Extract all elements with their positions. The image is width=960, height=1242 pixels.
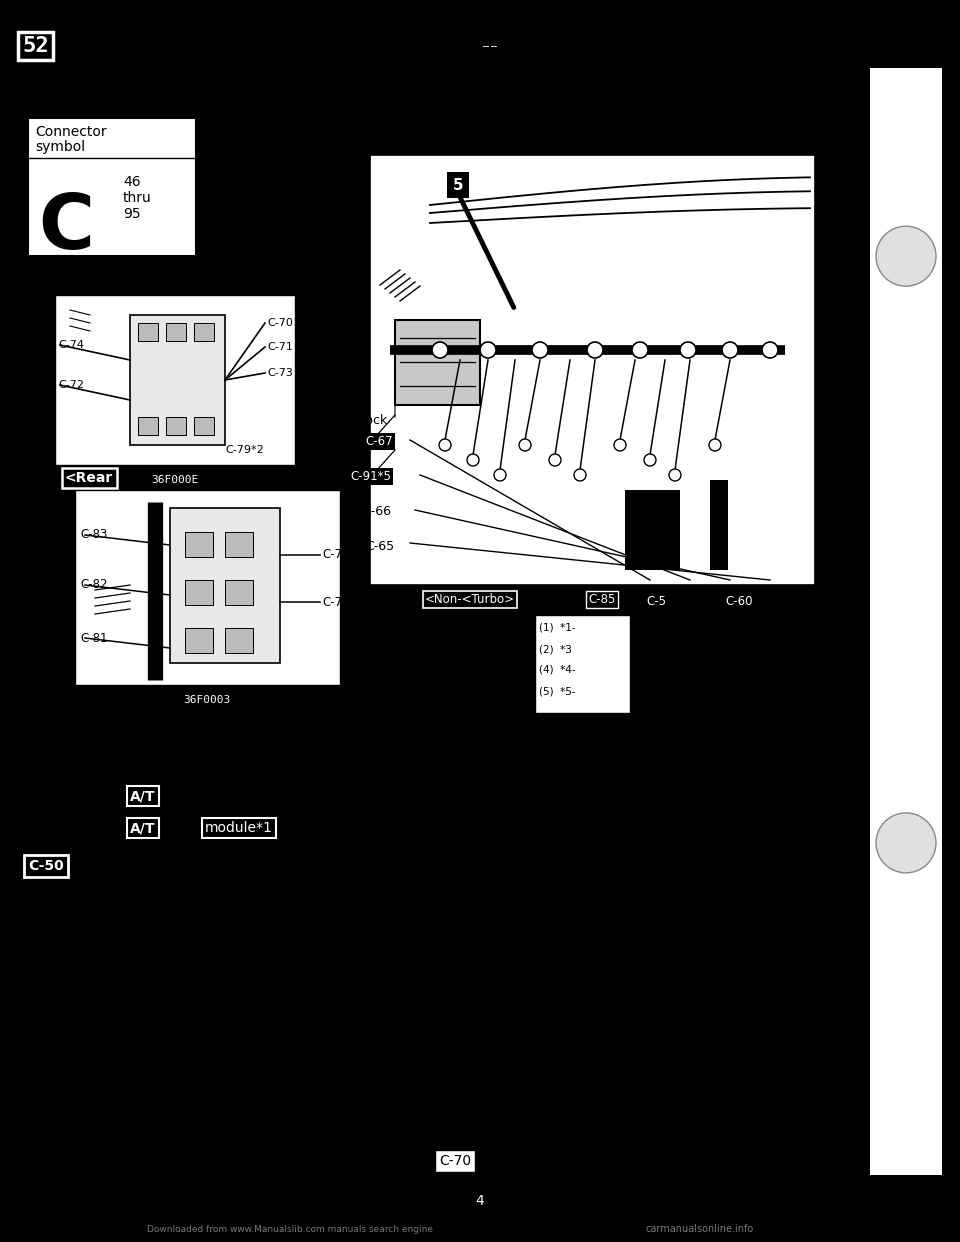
Text: (5)  *5-: (5) *5- — [539, 686, 576, 696]
Circle shape — [480, 342, 496, 358]
Text: A/T: A/T — [130, 789, 156, 804]
Text: C-50: C-50 — [28, 859, 63, 873]
Circle shape — [532, 342, 548, 358]
Text: Downloaded from www.Manualslib.com manuals search engine: Downloaded from www.Manualslib.com manua… — [147, 1225, 433, 1235]
Text: ─ ─: ─ ─ — [483, 42, 497, 52]
Bar — [185, 532, 213, 556]
Text: C-70: C-70 — [267, 318, 293, 328]
Text: C: C — [38, 191, 94, 265]
Circle shape — [494, 469, 506, 481]
Circle shape — [632, 342, 648, 358]
Text: C-81: C-81 — [80, 631, 108, 645]
Bar — [225, 628, 253, 653]
Text: C-72: C-72 — [58, 380, 84, 390]
Bar — [55, 296, 295, 465]
Bar — [225, 532, 253, 556]
Text: 95: 95 — [123, 207, 140, 221]
Text: (4)  *4-: (4) *4- — [539, 664, 576, 674]
Bar — [170, 508, 280, 663]
Circle shape — [709, 438, 721, 451]
Bar — [625, 491, 680, 570]
Text: C-79*2: C-79*2 — [225, 445, 264, 455]
Text: C-78: C-78 — [322, 595, 349, 609]
Circle shape — [614, 438, 626, 451]
Text: 5: 5 — [453, 178, 464, 193]
Text: C-71: C-71 — [267, 342, 293, 351]
Bar — [138, 323, 158, 342]
Bar — [535, 615, 630, 713]
Text: C-70: C-70 — [439, 1154, 471, 1167]
Text: A/T: A/T — [130, 821, 156, 835]
Text: C-65: C-65 — [365, 540, 395, 553]
Circle shape — [439, 438, 451, 451]
Text: block: block — [355, 414, 388, 426]
Text: C-60: C-60 — [725, 595, 753, 609]
Text: <Non-<Turbo>: <Non-<Turbo> — [425, 592, 515, 606]
Bar — [75, 491, 340, 686]
Text: C-66: C-66 — [362, 505, 391, 518]
Text: 52: 52 — [22, 36, 49, 56]
Bar — [185, 628, 213, 653]
Circle shape — [680, 342, 696, 358]
Circle shape — [669, 469, 681, 481]
Circle shape — [574, 469, 586, 481]
Circle shape — [549, 455, 561, 466]
Text: thru: thru — [123, 191, 152, 205]
Text: (2)  *3: (2) *3 — [539, 645, 572, 655]
Text: module*1: module*1 — [205, 821, 273, 835]
Bar — [138, 417, 158, 435]
Bar — [225, 580, 253, 605]
Text: C-5: C-5 — [646, 595, 666, 609]
Text: symbol: symbol — [35, 140, 85, 154]
Text: (1)  *1-: (1) *1- — [539, 623, 576, 633]
Bar — [870, 68, 942, 1175]
Bar — [166, 417, 186, 435]
Text: C-73: C-73 — [267, 368, 293, 378]
Bar — [166, 323, 186, 342]
Bar — [194, 417, 214, 435]
Text: carmanualsonline.info: carmanualsonline.info — [646, 1225, 755, 1235]
Bar — [185, 580, 213, 605]
Circle shape — [876, 226, 936, 286]
Bar — [370, 155, 815, 585]
Text: <Rear: <Rear — [65, 471, 113, 484]
Text: Connector: Connector — [35, 125, 107, 139]
Text: C-67: C-67 — [365, 435, 393, 448]
Bar — [130, 315, 225, 445]
Bar — [710, 479, 728, 570]
Text: C-83: C-83 — [80, 529, 108, 542]
Circle shape — [762, 342, 778, 358]
Text: 36F0003: 36F0003 — [183, 696, 230, 705]
Text: 36F000E: 36F000E — [152, 474, 199, 484]
Text: C-91*5: C-91*5 — [350, 469, 391, 483]
Circle shape — [876, 814, 936, 873]
Text: C-85: C-85 — [588, 592, 615, 606]
Text: C-74: C-74 — [58, 340, 84, 350]
Bar — [28, 118, 196, 256]
Circle shape — [587, 342, 603, 358]
Text: 46: 46 — [123, 175, 140, 189]
Text: C-82: C-82 — [80, 579, 108, 591]
Bar — [194, 323, 214, 342]
Bar — [395, 320, 480, 405]
Circle shape — [722, 342, 738, 358]
Circle shape — [519, 438, 531, 451]
Circle shape — [467, 455, 479, 466]
Circle shape — [644, 455, 656, 466]
Text: C-77: C-77 — [322, 549, 349, 561]
Circle shape — [432, 342, 448, 358]
Text: 4: 4 — [475, 1194, 485, 1208]
